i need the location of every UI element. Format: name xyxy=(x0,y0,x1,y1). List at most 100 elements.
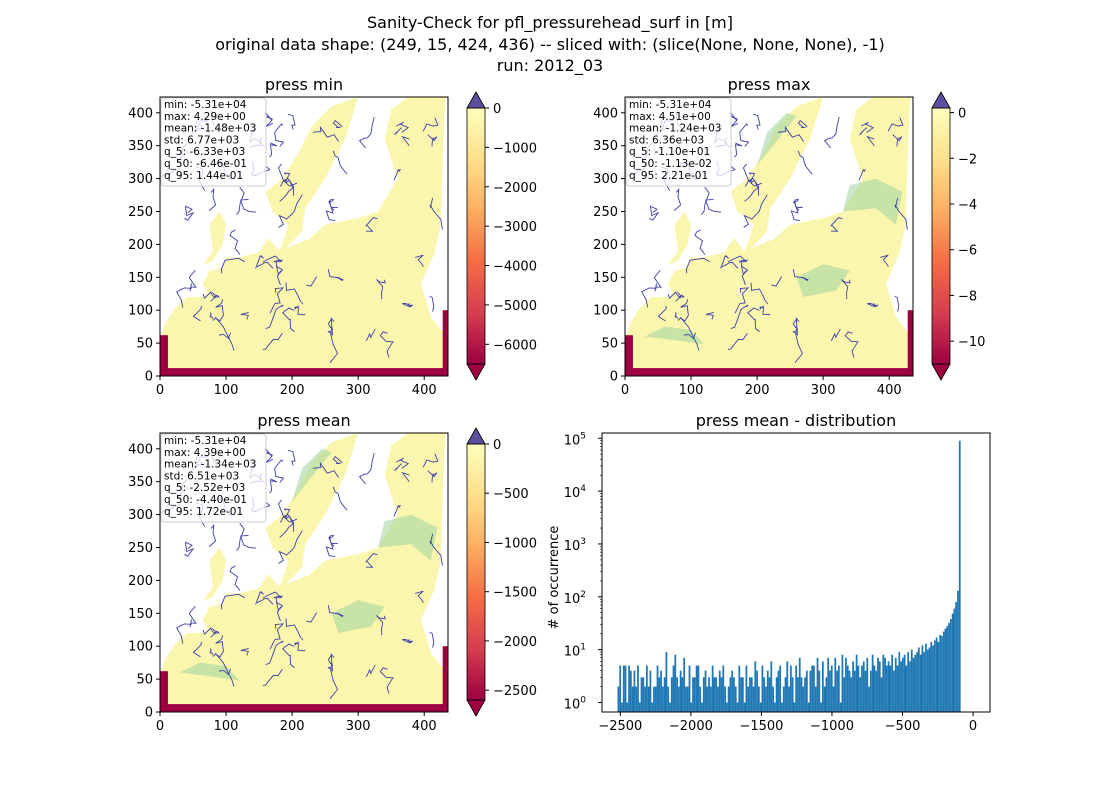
map-panel-2: press max 0 100 200 300 400 0 50 100 150 200 250 300… xyxy=(593,75,914,398)
land-area-4 xyxy=(216,603,233,620)
stats-line-1: min: -5.31e+04 xyxy=(164,99,247,111)
river-21 xyxy=(705,198,722,213)
histogram-bar xyxy=(626,702,629,712)
river-38 xyxy=(184,541,195,557)
colorbar-tick-label: −4000 xyxy=(493,260,537,275)
stats-line-5: q_5: -1.10e+01 xyxy=(629,146,710,158)
histogram-bar xyxy=(740,677,742,712)
river-46 xyxy=(262,255,283,263)
river-51 xyxy=(858,168,866,181)
low-value-strip-right xyxy=(442,646,448,712)
histogram-bar xyxy=(750,677,753,712)
river-19 xyxy=(376,615,386,636)
y-tick-label: 400 xyxy=(593,106,618,121)
histogram-bar xyxy=(957,590,959,712)
river-12 xyxy=(739,123,750,147)
histogram-bar xyxy=(708,677,710,712)
wet-area-3 xyxy=(331,600,385,634)
histogram-bar xyxy=(898,652,901,712)
histogram-bar xyxy=(951,613,954,712)
river-60 xyxy=(358,116,375,149)
stats-line-3: mean: -1.24e+03 xyxy=(629,123,721,135)
low-value-strip-bottom xyxy=(162,704,446,712)
histogram-bar xyxy=(734,686,737,712)
histogram-bar xyxy=(789,665,792,712)
map-content xyxy=(160,97,448,376)
river-9 xyxy=(269,142,278,158)
river-30 xyxy=(394,127,403,136)
river-5 xyxy=(790,206,803,222)
histogram-bar xyxy=(925,643,927,712)
y-tick-label: 104 xyxy=(564,484,587,501)
river-62 xyxy=(365,664,376,678)
river-15 xyxy=(220,593,245,610)
river-41 xyxy=(415,590,424,603)
histogram-bar xyxy=(804,677,806,712)
histogram-bar xyxy=(939,634,942,712)
low-value-strip-right xyxy=(907,310,913,376)
river-40 xyxy=(721,261,739,269)
histogram-bar xyxy=(736,702,739,712)
river-14 xyxy=(402,302,414,308)
river-31 xyxy=(674,312,679,320)
stats-line-2: max: 4.51e+00 xyxy=(629,111,711,123)
histogram-bar xyxy=(821,661,824,712)
y-tick-label: 50 xyxy=(136,337,153,352)
histogram-bar xyxy=(811,665,814,712)
y-tick-label: 100 xyxy=(564,695,587,712)
y-tick-exponent: 4 xyxy=(580,484,586,494)
histogram-bar xyxy=(941,636,943,712)
river-55 xyxy=(210,292,221,302)
histogram-bar xyxy=(859,677,862,712)
histogram-bar xyxy=(781,702,783,712)
histogram-bar xyxy=(752,686,755,712)
histogram-bar xyxy=(631,686,634,712)
wet-area-2 xyxy=(292,448,332,502)
histogram-bar xyxy=(670,677,673,712)
river-26 xyxy=(793,198,800,211)
histogram-bar xyxy=(901,657,904,712)
histogram-bar xyxy=(795,665,798,712)
histogram-bar xyxy=(677,686,680,712)
river-32 xyxy=(192,305,202,322)
histogram-bar xyxy=(674,654,677,712)
histogram-bar xyxy=(928,647,931,712)
river-40 xyxy=(256,597,274,605)
river-20 xyxy=(744,179,759,202)
river-64 xyxy=(740,259,749,276)
stats-box xyxy=(625,97,732,187)
river-19 xyxy=(841,279,851,300)
histogram-bar xyxy=(903,654,906,712)
river-33 xyxy=(777,125,804,142)
histogram-bar xyxy=(869,670,872,712)
y-tick-label: 200 xyxy=(128,574,153,589)
histogram-bar xyxy=(665,652,668,712)
histogram-bars xyxy=(617,440,961,712)
y-tick-label: 100 xyxy=(128,304,153,319)
histogram-bar xyxy=(709,686,712,712)
river-52 xyxy=(208,524,217,547)
land-area-2 xyxy=(638,283,890,360)
histogram-bar xyxy=(757,686,760,712)
river-55 xyxy=(675,292,686,302)
river-48 xyxy=(332,150,348,175)
histogram-bar xyxy=(807,702,810,712)
histogram-bar xyxy=(724,686,726,712)
map-panel-1: press min 0 100 200 300 400 0 50 100 150 200 250 300… xyxy=(128,75,449,398)
stats-line-2: max: 4.39e+00 xyxy=(164,447,246,459)
colorbar-tick-label: 0 xyxy=(493,102,501,117)
river-58 xyxy=(794,316,803,363)
histogram-panel: press mean - distribution −2500 −2000 −1500… xyxy=(547,411,991,734)
axes-frame xyxy=(159,96,449,377)
histogram-bar xyxy=(884,657,886,712)
river-52 xyxy=(208,188,217,211)
river-60 xyxy=(358,452,375,485)
colorbar-extend-min xyxy=(466,363,486,381)
histogram-bar xyxy=(777,670,780,712)
histogram-bar xyxy=(642,677,645,712)
y-tick-label: 300 xyxy=(593,172,618,187)
histogram-bar xyxy=(791,677,794,712)
river-61 xyxy=(176,619,193,644)
river-39 xyxy=(667,291,681,299)
histogram-bar xyxy=(727,686,730,712)
